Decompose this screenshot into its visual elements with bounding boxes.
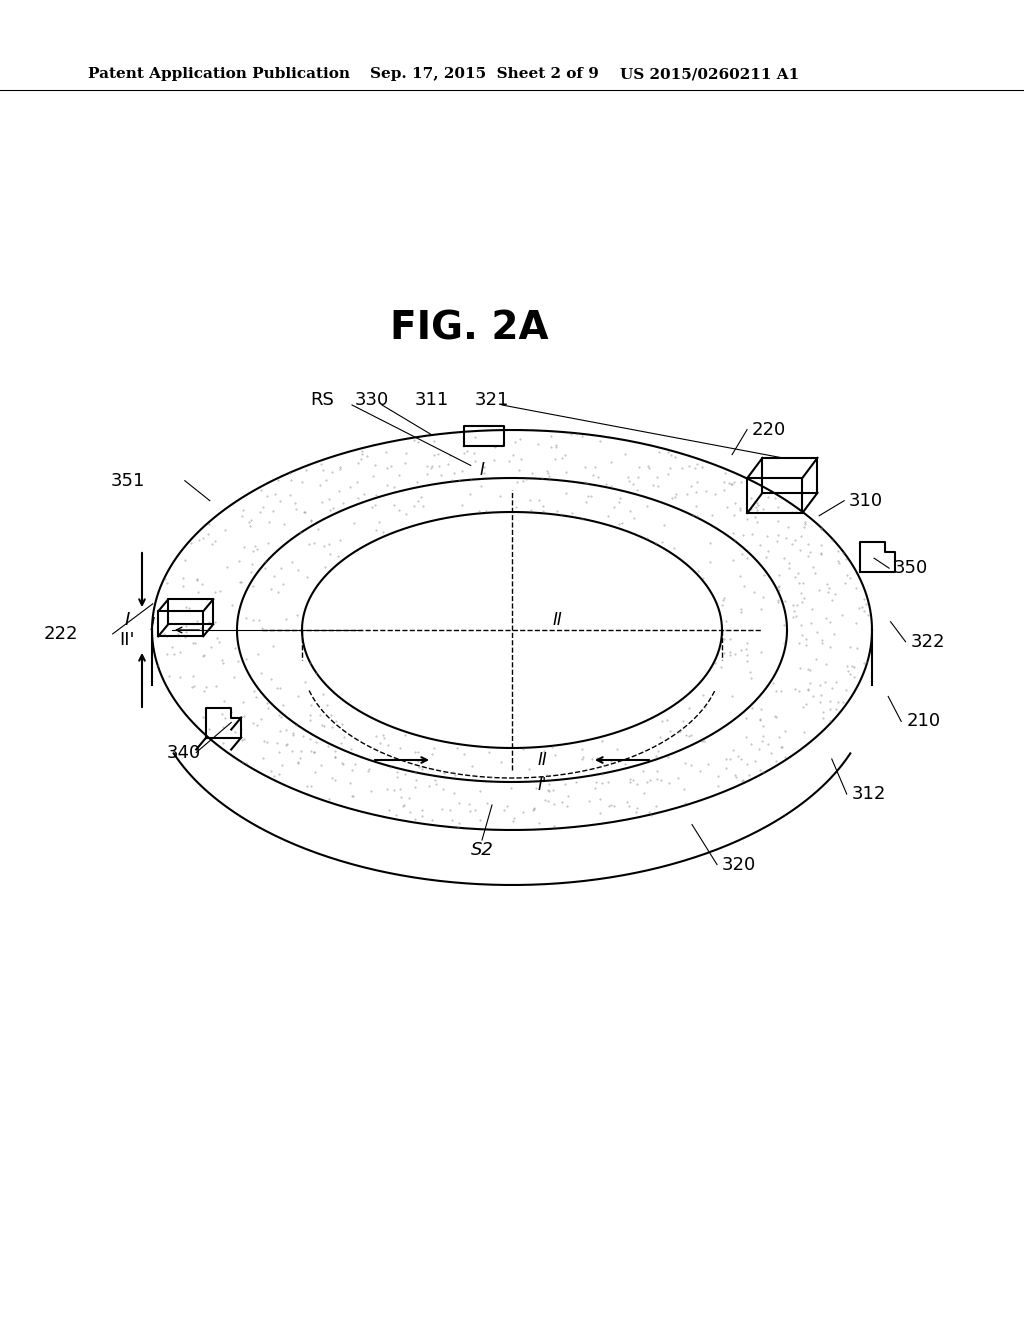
Text: 340: 340 — [166, 743, 201, 762]
Text: 330: 330 — [355, 391, 389, 409]
Text: 350: 350 — [894, 560, 929, 577]
Text: 311: 311 — [415, 391, 450, 409]
Text: S2: S2 — [471, 841, 494, 859]
Text: 322: 322 — [910, 632, 945, 651]
Text: FIG. 2A: FIG. 2A — [390, 310, 549, 348]
Text: I: I — [124, 611, 130, 630]
Text: 310: 310 — [849, 491, 884, 510]
Text: II: II — [538, 751, 547, 770]
Text: Sep. 17, 2015  Sheet 2 of 9: Sep. 17, 2015 Sheet 2 of 9 — [370, 67, 599, 81]
Text: 210: 210 — [906, 713, 940, 730]
Text: II: II — [552, 611, 562, 630]
Text: 320: 320 — [722, 855, 757, 874]
Text: RS: RS — [310, 391, 334, 409]
Text: US 2015/0260211 A1: US 2015/0260211 A1 — [620, 67, 800, 81]
Text: II': II' — [119, 631, 135, 649]
Text: I: I — [479, 461, 484, 479]
Text: I: I — [150, 616, 155, 634]
Text: 220: 220 — [752, 421, 786, 438]
Text: Patent Application Publication: Patent Application Publication — [88, 67, 350, 81]
Text: I': I' — [538, 776, 547, 795]
Text: 222: 222 — [43, 624, 78, 643]
Text: 321: 321 — [475, 391, 509, 409]
Text: 351: 351 — [111, 471, 144, 490]
Text: 312: 312 — [852, 785, 886, 803]
